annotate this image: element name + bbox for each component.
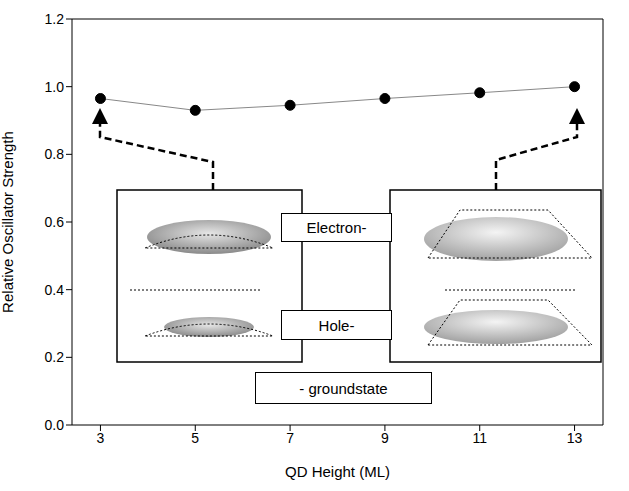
svg-text:3: 3 bbox=[97, 430, 105, 446]
svg-text:0.6: 0.6 bbox=[45, 214, 65, 230]
svg-text:0.4: 0.4 bbox=[45, 282, 65, 298]
svg-text:9: 9 bbox=[381, 430, 389, 446]
html-text:Electron-: Electron- bbox=[306, 219, 367, 236]
html-text:Hole-: Hole- bbox=[318, 316, 355, 334]
svg-text:1.2: 1.2 bbox=[45, 11, 65, 27]
svg-text:7: 7 bbox=[286, 430, 294, 446]
svg-text:11: 11 bbox=[472, 430, 487, 446]
svg-text:0.0: 0.0 bbox=[45, 417, 65, 433]
svg-text:QD Height (ML): QD Height (ML) bbox=[285, 463, 390, 480]
svg-text:13: 13 bbox=[567, 430, 583, 446]
svg-text:Relative Oscillator Strength: Relative Oscillator Strength bbox=[0, 131, 16, 313]
html-text:- groundstate: - groundstate bbox=[299, 379, 388, 397]
svg-text:1.0: 1.0 bbox=[45, 79, 65, 95]
svg-text:0.8: 0.8 bbox=[45, 146, 65, 162]
svg-text:0.2: 0.2 bbox=[45, 349, 65, 365]
svg-text:5: 5 bbox=[191, 430, 199, 446]
